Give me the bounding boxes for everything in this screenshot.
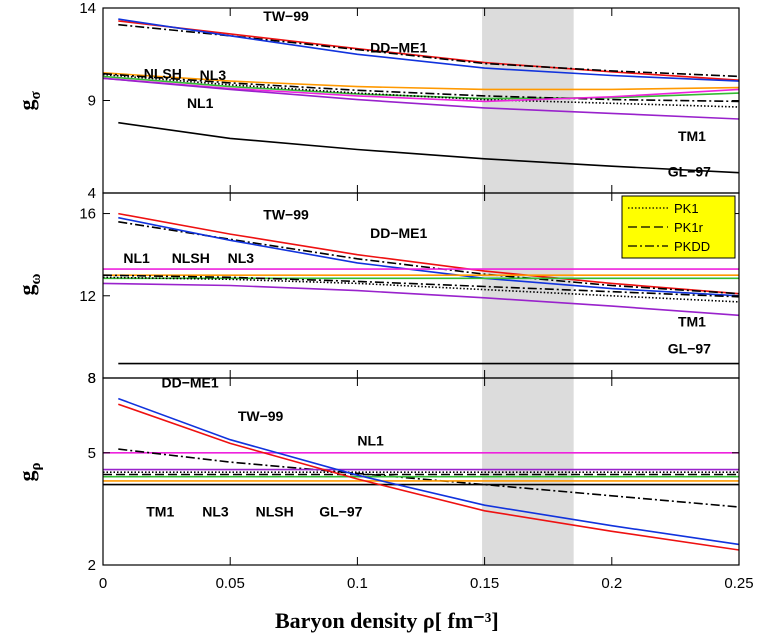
legend-label-pk1: PK1: [674, 201, 699, 216]
xtick-label-1: 0: [99, 575, 107, 592]
panel-1-series-1: [118, 20, 740, 81]
panel-3-ylabel: gρ: [14, 462, 44, 481]
panel-1-series-6: [102, 73, 740, 108]
panel-2-ylabel: gω: [14, 274, 44, 296]
panel-2-series-7: [102, 276, 740, 303]
panel-1-series-10: [118, 121, 740, 174]
panel-1-ytick-label-1: 4: [88, 185, 96, 202]
panel-3-label-5: NL3: [202, 503, 229, 519]
panel-3-label-4: TM1: [146, 503, 174, 519]
panel-3-label-3: NL1: [357, 432, 384, 448]
panel-2-ytick-label-3: 16: [79, 206, 96, 223]
panel-1: TW−99 DD−ME1 NLSH NL3 NL1 TM1 GL−97 4 9 14 gσ: [14, 0, 740, 202]
panel-2-ytick-label-2: 12: [79, 288, 96, 305]
panel-2-label-3: NL1: [123, 250, 150, 266]
panel-1-label-3: NLSH: [144, 65, 182, 81]
panel-3-ylabel-subscript: ρ: [28, 462, 44, 470]
panel-1-series-2: [118, 23, 740, 78]
panel-3-label-2: TW−99: [238, 408, 284, 424]
xtick-label-3: 0.1: [347, 575, 368, 592]
panel-3-ytick-label-3: 8: [88, 370, 96, 387]
panel-2-label-6: TM1: [678, 314, 706, 330]
panel-1-series-7: [102, 72, 740, 103]
panel-3-label-7: GL−97: [319, 503, 362, 519]
panel-2-ytick-label-1: 8: [88, 370, 96, 387]
panel-1-label-7: GL−97: [668, 163, 711, 179]
panel-1-ylabel-symbol: g: [14, 100, 39, 111]
panel-3-frame: [102, 377, 740, 566]
panel-2: TW−99 DD−ME1 NL1 NLSH NL3 TM1 GL−97 8 12 16 gω: [14, 192, 740, 387]
panel-1-label-6: TM1: [678, 128, 706, 144]
panel-1-ytick-label-3: 14: [79, 0, 96, 17]
panel-1-label-1: TW−99: [263, 8, 309, 24]
panel-2-label-1: TW−99: [263, 207, 309, 223]
panel-3-series-2: [118, 448, 740, 508]
panel-2-series-3: [118, 216, 740, 297]
xtick-label-6: 0.25: [724, 575, 753, 592]
xtick-label-5: 0.2: [601, 575, 622, 592]
panel-2-label-4: NLSH: [172, 250, 210, 266]
panel-1-label-4: NL3: [200, 67, 227, 83]
panel-1-ytick-label-2: 9: [88, 93, 96, 110]
legend-box: [621, 195, 736, 259]
legend: PK1 PK1r PKDD: [621, 195, 736, 259]
panel-3-series-10: [118, 403, 740, 551]
panel-2-ylabel-subscript: ω: [28, 274, 44, 285]
panel-2-ylabel-symbol: g: [14, 285, 39, 296]
x-axis-label: Baryon density ρ[ fm⁻³]: [275, 608, 499, 633]
x-axis-label-main: Baryon density ρ[ fm⁻³]: [275, 608, 499, 633]
panel-3-ylabel-symbol: g: [14, 471, 39, 482]
panel-3-ytick-label-2: 5: [88, 445, 96, 462]
panel-1-label-5: NL1: [187, 95, 214, 111]
panel-2-label-7: GL−97: [668, 340, 711, 356]
panel-3-series-9: [118, 397, 740, 546]
panel-3: DD−ME1 TW−99 NL1 TM1 NL3 NLSH GL−97 2 5 8 gρ: [14, 370, 740, 574]
panel-2-series-2: [118, 221, 740, 295]
panel-3-label-1: DD−ME1: [162, 374, 219, 390]
panel-1-series-3: [118, 18, 740, 82]
xtick-label-2: 0.05: [216, 575, 245, 592]
panel-2-series-8: [102, 274, 740, 298]
panel-2-label-5: NL3: [228, 250, 255, 266]
legend-label-pk1r: PK1r: [674, 220, 704, 235]
panel-2-series-1: [118, 212, 740, 295]
panel-1-label-2: DD−ME1: [370, 39, 427, 55]
panel-1-ylabel-subscript: σ: [28, 91, 44, 100]
legend-label-pkdd: PKDD: [674, 239, 710, 254]
panel-1-series-9: [102, 77, 740, 120]
panel-1-series-4: [102, 72, 740, 91]
panel-3-label-6: NLSH: [256, 503, 294, 519]
xtick-label-4: 0.15: [470, 575, 499, 592]
panel-2-label-2: DD−ME1: [370, 225, 427, 241]
panel-3-ytick-label-1: 2: [88, 557, 96, 574]
panel-1-ylabel: gσ: [14, 91, 44, 111]
panel-2-series-9: [102, 282, 740, 317]
